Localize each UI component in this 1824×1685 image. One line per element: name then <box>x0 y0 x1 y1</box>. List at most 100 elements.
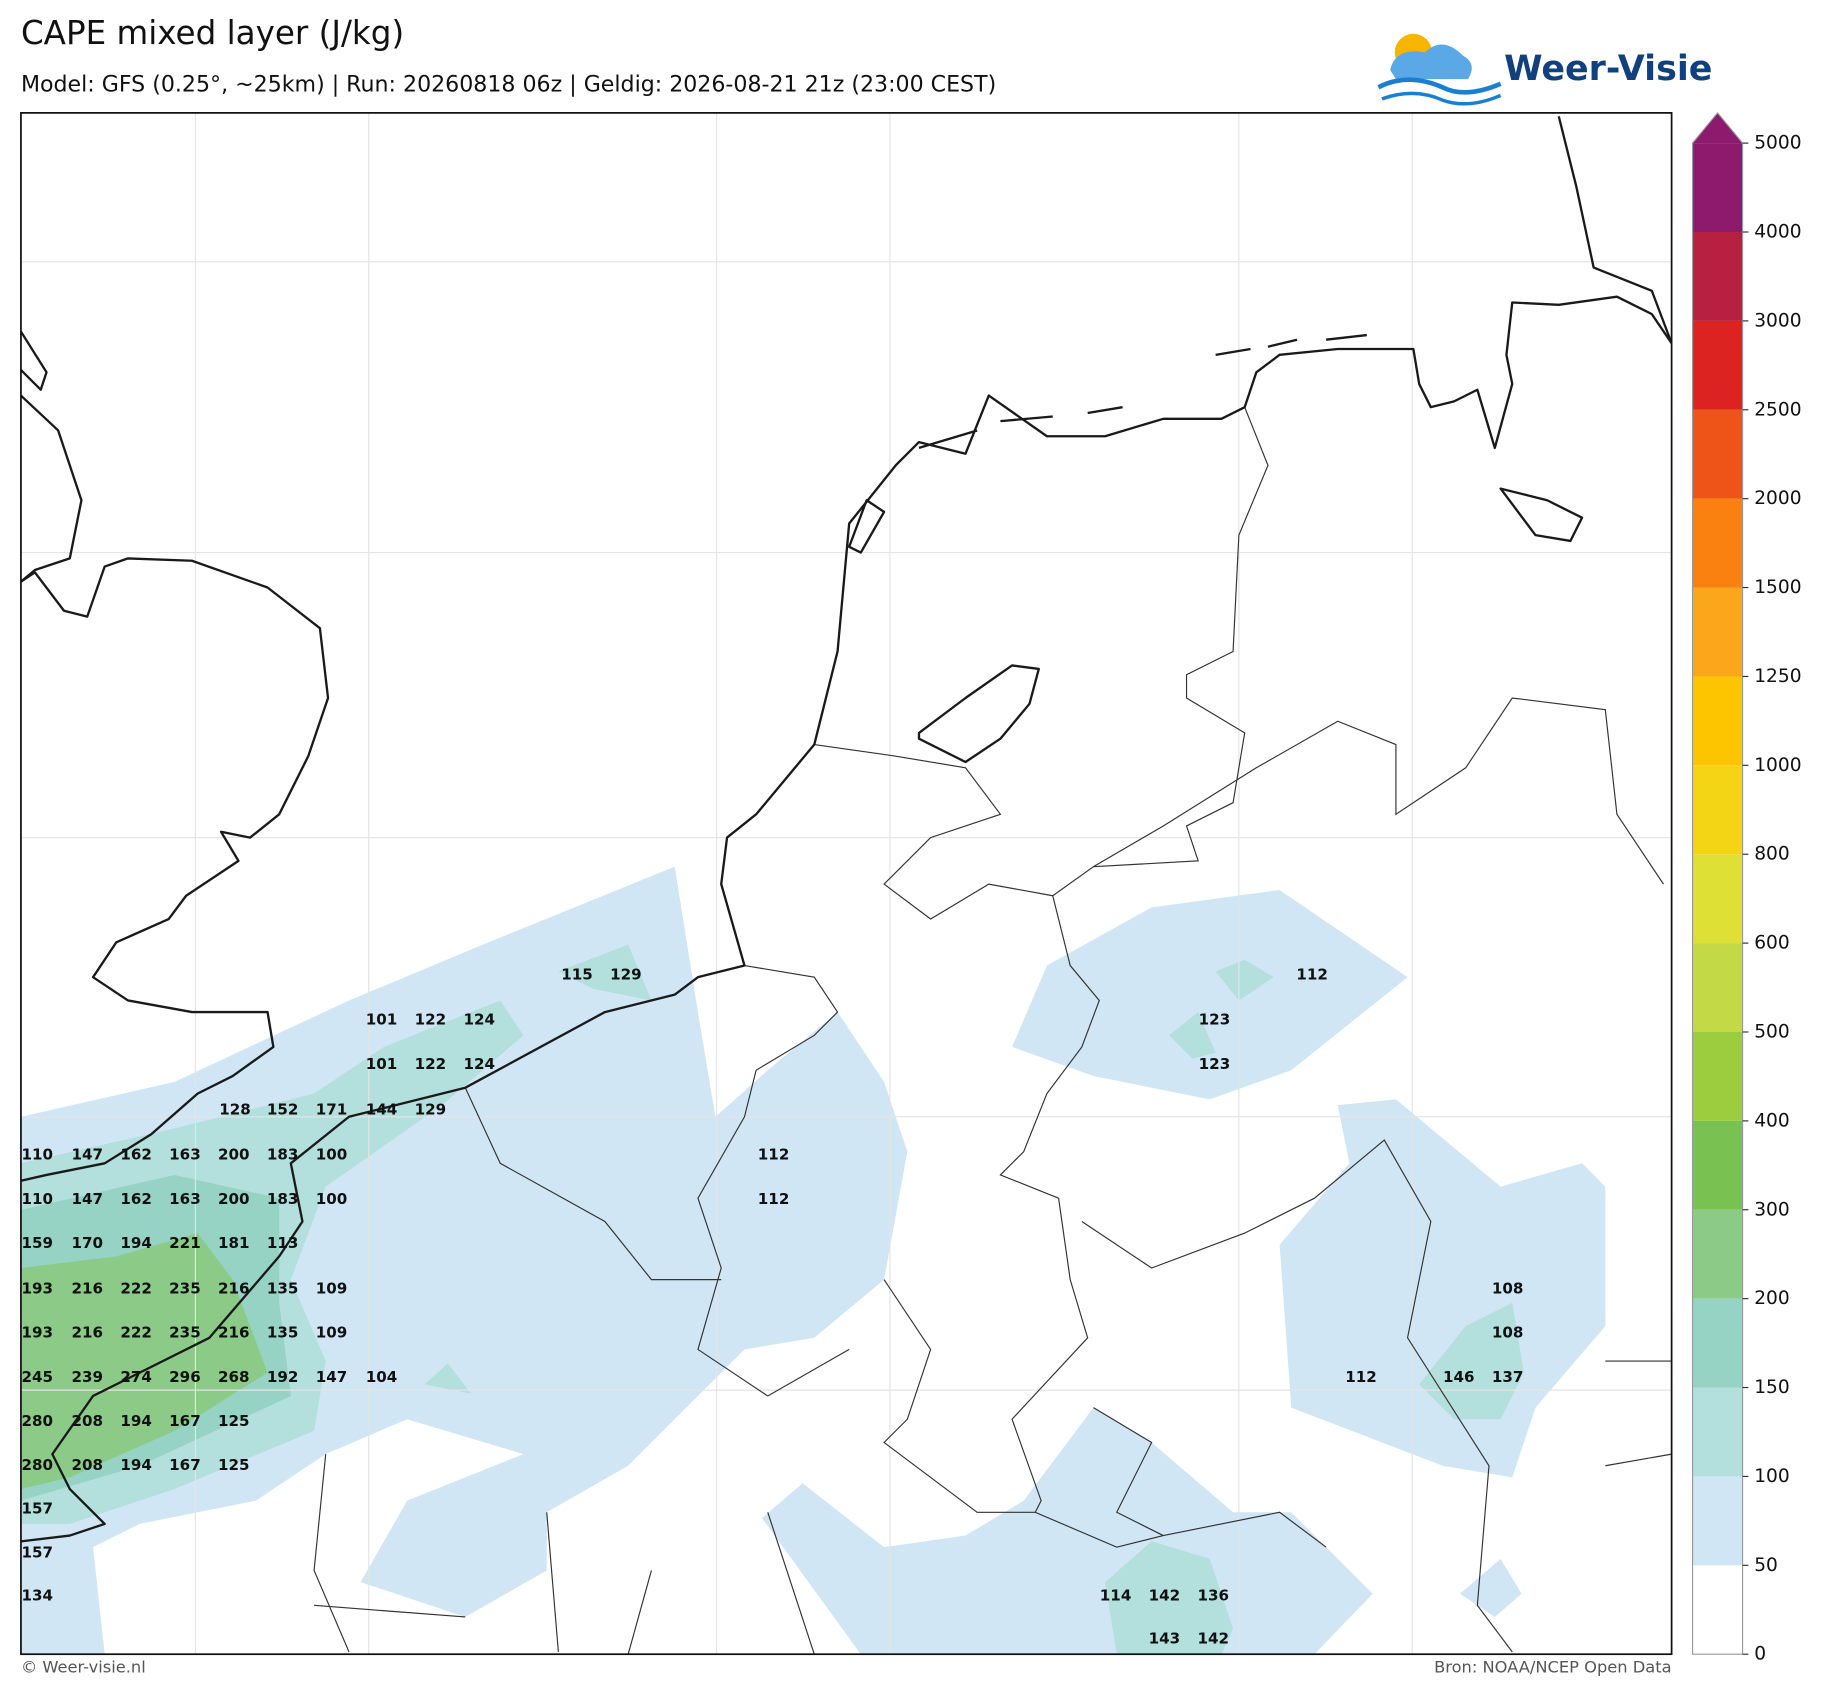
colorbar-segment <box>1692 232 1743 321</box>
point-label: 159 <box>21 1234 53 1252</box>
colorbar-label: 500 <box>1754 1021 1790 1042</box>
logo: Weer-Visie <box>1377 33 1712 106</box>
point-label: 123 <box>1199 1011 1231 1029</box>
map: 115 129 112 101 122 124 123 101 122 124 123 128 152 1… <box>20 112 1672 1655</box>
point-label: 100 <box>316 1190 348 1208</box>
point-label: 239 <box>71 1368 103 1386</box>
point-label: 124 <box>463 1011 495 1029</box>
point-label: 183 <box>267 1146 299 1164</box>
colorbar-label: 200 <box>1754 1288 1790 1309</box>
point-label: 125 <box>218 1412 250 1430</box>
point-label: 122 <box>415 1011 447 1029</box>
point-label: 108 <box>1492 1324 1524 1342</box>
colorbar-label: 400 <box>1754 1110 1790 1131</box>
point-label: 208 <box>71 1456 103 1474</box>
point-label: 112 <box>1345 1368 1377 1386</box>
point-label: 162 <box>120 1146 152 1164</box>
colorbar-label: 0 <box>1754 1644 1766 1665</box>
colorbar-segment <box>1692 587 1743 677</box>
colorbar-label: 150 <box>1754 1377 1790 1398</box>
point-label: 113 <box>267 1234 299 1252</box>
point-label: 163 <box>169 1146 201 1164</box>
colorbar-label: 4000 <box>1754 222 1801 243</box>
point-label: 200 <box>218 1190 250 1208</box>
borders <box>313 406 1672 1655</box>
colorbar: 0 50 100 150 200 300 400 500 600 800 1000 1250 1500 2… <box>1691 111 1802 1665</box>
point-label: 136 <box>1198 1587 1230 1605</box>
point-label: 181 <box>218 1234 250 1252</box>
point-label: 142 <box>1149 1587 1181 1605</box>
point-label: 216 <box>71 1279 103 1297</box>
point-label: 110 <box>21 1190 53 1208</box>
point-label: 101 <box>366 1011 398 1029</box>
point-label: 193 <box>21 1324 53 1342</box>
point-label: 245 <box>21 1368 53 1386</box>
colorbar-label: 600 <box>1754 933 1790 954</box>
colorbar-segment <box>1692 676 1743 766</box>
colorbar-segment <box>1692 320 1743 410</box>
point-label: 109 <box>316 1279 348 1297</box>
point-label: 170 <box>71 1234 103 1252</box>
point-label: 101 <box>366 1055 398 1073</box>
point-label: 114 <box>1100 1587 1132 1605</box>
point-label: 167 <box>169 1412 201 1430</box>
point-label: 221 <box>169 1234 201 1252</box>
point-label: 112 <box>1296 965 1328 983</box>
colorbar-label: 800 <box>1754 844 1790 865</box>
colorbar-label: 1500 <box>1754 577 1801 598</box>
colorbar-segment <box>1692 1387 1743 1477</box>
point-label: 222 <box>120 1324 152 1342</box>
colorbar-segment <box>1692 1476 1743 1566</box>
colorbar-label: 2500 <box>1754 399 1801 420</box>
point-label: 108 <box>1492 1279 1524 1297</box>
colorbar-label: 300 <box>1754 1199 1790 1220</box>
point-label: 129 <box>610 965 642 983</box>
point-label: 112 <box>758 1146 790 1164</box>
point-label: 280 <box>21 1412 53 1430</box>
point-label: 147 <box>316 1368 348 1386</box>
coastlines <box>20 116 1672 1543</box>
colorbar-label: 5000 <box>1754 133 1801 154</box>
colorbar-segment <box>1692 765 1743 855</box>
point-label: 167 <box>169 1456 201 1474</box>
point-label: 128 <box>219 1100 251 1118</box>
colorbar-segment <box>1692 1031 1743 1121</box>
logo-text: Weer-Visie <box>1504 49 1712 89</box>
point-label: 129 <box>415 1100 447 1118</box>
subtitle: Model: GFS (0.25°, ~25km) | Run: 2026081… <box>21 71 996 97</box>
point-label: 194 <box>120 1234 152 1252</box>
point-label: 268 <box>218 1368 250 1386</box>
point-label: 142 <box>1198 1630 1230 1648</box>
point-label: 147 <box>71 1146 103 1164</box>
colorbar-segment <box>1692 409 1743 499</box>
grid <box>20 112 1672 1655</box>
colorbar-label: 50 <box>1754 1555 1778 1576</box>
point-label: 115 <box>561 965 593 983</box>
colorbar-label: 1250 <box>1754 666 1801 687</box>
point-label: 134 <box>21 1587 53 1605</box>
point-label: 235 <box>169 1324 201 1342</box>
point-label: 296 <box>169 1368 201 1386</box>
colorbar-segment <box>1692 943 1743 1032</box>
point-label: 157 <box>21 1499 53 1517</box>
point-label: 125 <box>218 1456 250 1474</box>
colorbar-segment <box>1692 143 1743 233</box>
point-label: 112 <box>758 1190 790 1208</box>
colorbar-segment <box>1692 854 1743 944</box>
colorbar-extend <box>1692 112 1743 144</box>
colorbar-segment <box>1692 1209 1743 1299</box>
point-label: 193 <box>21 1279 53 1297</box>
point-label: 208 <box>71 1412 103 1430</box>
colorbar-label: 2000 <box>1754 488 1801 509</box>
point-label: 122 <box>415 1055 447 1073</box>
point-label: 109 <box>316 1324 348 1342</box>
cape-shading <box>20 866 1606 1655</box>
point-label: 137 <box>1492 1368 1524 1386</box>
point-label: 123 <box>1199 1055 1231 1073</box>
footer-source: Bron: NOAA/NCEP Open Data <box>1434 1658 1672 1677</box>
point-label: 146 <box>1443 1368 1475 1386</box>
point-label: 222 <box>120 1279 152 1297</box>
point-label: 216 <box>218 1279 250 1297</box>
colorbar-segment <box>1692 1298 1743 1388</box>
